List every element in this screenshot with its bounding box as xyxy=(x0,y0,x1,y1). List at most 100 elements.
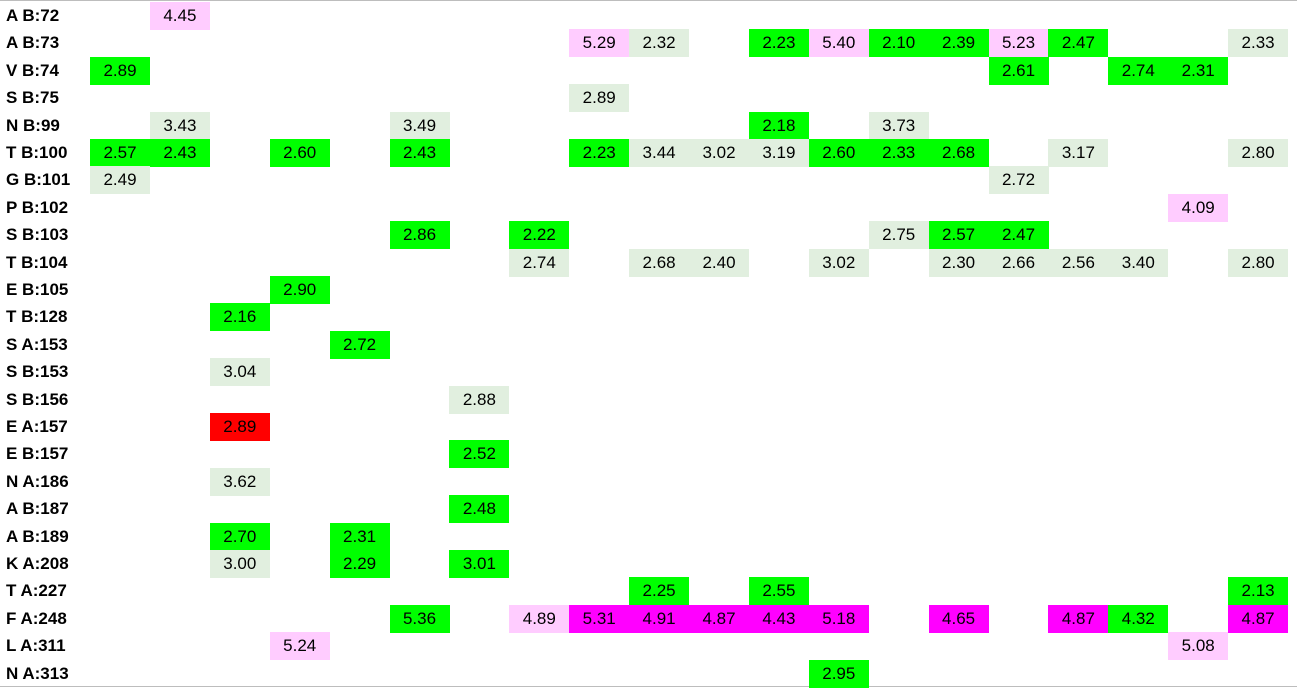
row-label: S A:153 xyxy=(6,334,68,354)
value-cell: 2.80 xyxy=(1228,139,1289,167)
row-label: G B:101 xyxy=(6,170,71,190)
value-cell: 4.87 xyxy=(1048,604,1109,633)
value-cell: 2.68 xyxy=(928,139,989,167)
value-cell: 4.89 xyxy=(509,604,570,633)
value-cell: 2.89 xyxy=(569,84,630,113)
value-cell: 2.90 xyxy=(269,276,330,304)
value-cell: 2.75 xyxy=(868,221,929,250)
value-cell: 4.32 xyxy=(1108,604,1169,633)
value-cell: 4.43 xyxy=(748,604,809,633)
value-cell: 2.74 xyxy=(1108,56,1169,85)
value-cell: 2.55 xyxy=(748,577,809,606)
value-cell: 2.60 xyxy=(269,139,330,167)
value-cell: 2.32 xyxy=(629,29,690,58)
value-cell: 4.09 xyxy=(1168,193,1229,222)
row-label: T B:128 xyxy=(6,307,68,327)
value-cell: 5.36 xyxy=(389,604,450,633)
row-label: T B:104 xyxy=(6,252,68,272)
value-cell: 2.61 xyxy=(988,56,1049,85)
value-cell: 2.80 xyxy=(1228,248,1289,277)
row-label: S B:75 xyxy=(6,88,59,108)
value-cell: 3.73 xyxy=(868,111,929,140)
value-cell: 3.43 xyxy=(149,111,210,140)
row-label: K A:208 xyxy=(6,554,69,573)
value-cell: 2.60 xyxy=(808,139,869,167)
value-cell: 4.87 xyxy=(1228,604,1289,633)
row-label: L A:311 xyxy=(6,636,66,656)
value-cell: 3.19 xyxy=(748,139,809,167)
value-cell: 2.10 xyxy=(868,29,929,58)
value-cell: 2.49 xyxy=(90,166,150,195)
row-label: T B:100 xyxy=(6,143,68,162)
value-cell: 2.40 xyxy=(689,248,749,277)
value-cell: 2.39 xyxy=(928,29,989,58)
bottom-rule xyxy=(0,686,1297,687)
value-cell: 2.95 xyxy=(808,659,869,688)
value-cell: 5.23 xyxy=(988,29,1049,58)
row-label: F A:248 xyxy=(6,608,67,628)
value-cell: 2.47 xyxy=(988,221,1049,250)
value-cell: 2.72 xyxy=(329,330,390,359)
value-cell: 2.22 xyxy=(509,221,570,250)
value-cell: 3.40 xyxy=(1108,248,1169,277)
value-cell: 2.72 xyxy=(988,166,1049,195)
value-cell: 2.30 xyxy=(928,248,989,277)
value-cell: 2.13 xyxy=(1228,577,1289,606)
value-cell: 2.89 xyxy=(209,413,270,441)
value-cell: 3.04 xyxy=(209,358,270,387)
value-cell: 2.23 xyxy=(569,139,630,167)
value-cell: 4.91 xyxy=(629,604,690,633)
value-cell: 3.17 xyxy=(1048,139,1109,167)
value-cell: 5.40 xyxy=(808,29,869,58)
value-cell: 2.33 xyxy=(1228,29,1289,58)
row-label: E B:157 xyxy=(6,444,69,464)
row-label: P B:102 xyxy=(6,197,69,217)
value-cell: 3.02 xyxy=(808,248,869,277)
value-cell: 2.56 xyxy=(1048,248,1109,277)
value-cell: 2.74 xyxy=(509,248,570,277)
value-cell: 2.48 xyxy=(449,495,510,524)
row-label: T A:227 xyxy=(6,581,67,601)
row-label: E B:105 xyxy=(6,280,69,299)
row-label: A B:189 xyxy=(6,526,69,546)
value-cell: 2.33 xyxy=(868,139,929,167)
row-label: E A:157 xyxy=(6,417,68,436)
value-cell: 2.68 xyxy=(629,248,690,277)
value-cell: 5.08 xyxy=(1168,632,1229,661)
row-label: N A:313 xyxy=(6,663,69,683)
value-cell: 2.25 xyxy=(629,577,690,606)
row-label: S B:156 xyxy=(6,389,69,409)
row-label: N A:186 xyxy=(6,471,69,491)
value-cell: 2.89 xyxy=(90,56,150,85)
value-cell: 3.44 xyxy=(629,139,690,167)
value-cell: 2.23 xyxy=(748,29,809,58)
value-cell: 2.86 xyxy=(389,221,450,250)
value-cell: 5.24 xyxy=(269,632,330,661)
value-cell: 5.29 xyxy=(569,29,630,58)
value-cell: 2.52 xyxy=(449,440,510,469)
row-label: A B:73 xyxy=(6,33,60,53)
value-cell: 5.18 xyxy=(808,604,869,633)
value-cell: 4.65 xyxy=(928,604,989,633)
value-cell: 3.49 xyxy=(389,111,450,140)
row-label: V B:74 xyxy=(6,60,59,80)
value-cell: 2.16 xyxy=(209,303,270,332)
row-label: A B:72 xyxy=(6,6,60,25)
value-cell: 2.88 xyxy=(449,385,510,414)
value-cell: 2.47 xyxy=(1048,29,1109,58)
value-cell: 2.31 xyxy=(1168,56,1229,85)
row-label: N B:99 xyxy=(6,115,60,135)
value-cell: 3.02 xyxy=(689,139,749,167)
top-rule xyxy=(0,0,1297,1)
value-cell: 2.18 xyxy=(748,111,809,140)
value-cell: 4.87 xyxy=(689,604,749,633)
value-cell: 3.62 xyxy=(209,467,270,496)
value-cell: 5.31 xyxy=(569,604,630,633)
value-cell: 2.66 xyxy=(988,248,1049,277)
value-cell: 2.29 xyxy=(329,550,390,578)
value-cell: 3.00 xyxy=(209,550,270,578)
row-label: A B:187 xyxy=(6,499,69,519)
value-cell: 2.43 xyxy=(149,139,210,167)
value-cell: 2.57 xyxy=(928,221,989,250)
